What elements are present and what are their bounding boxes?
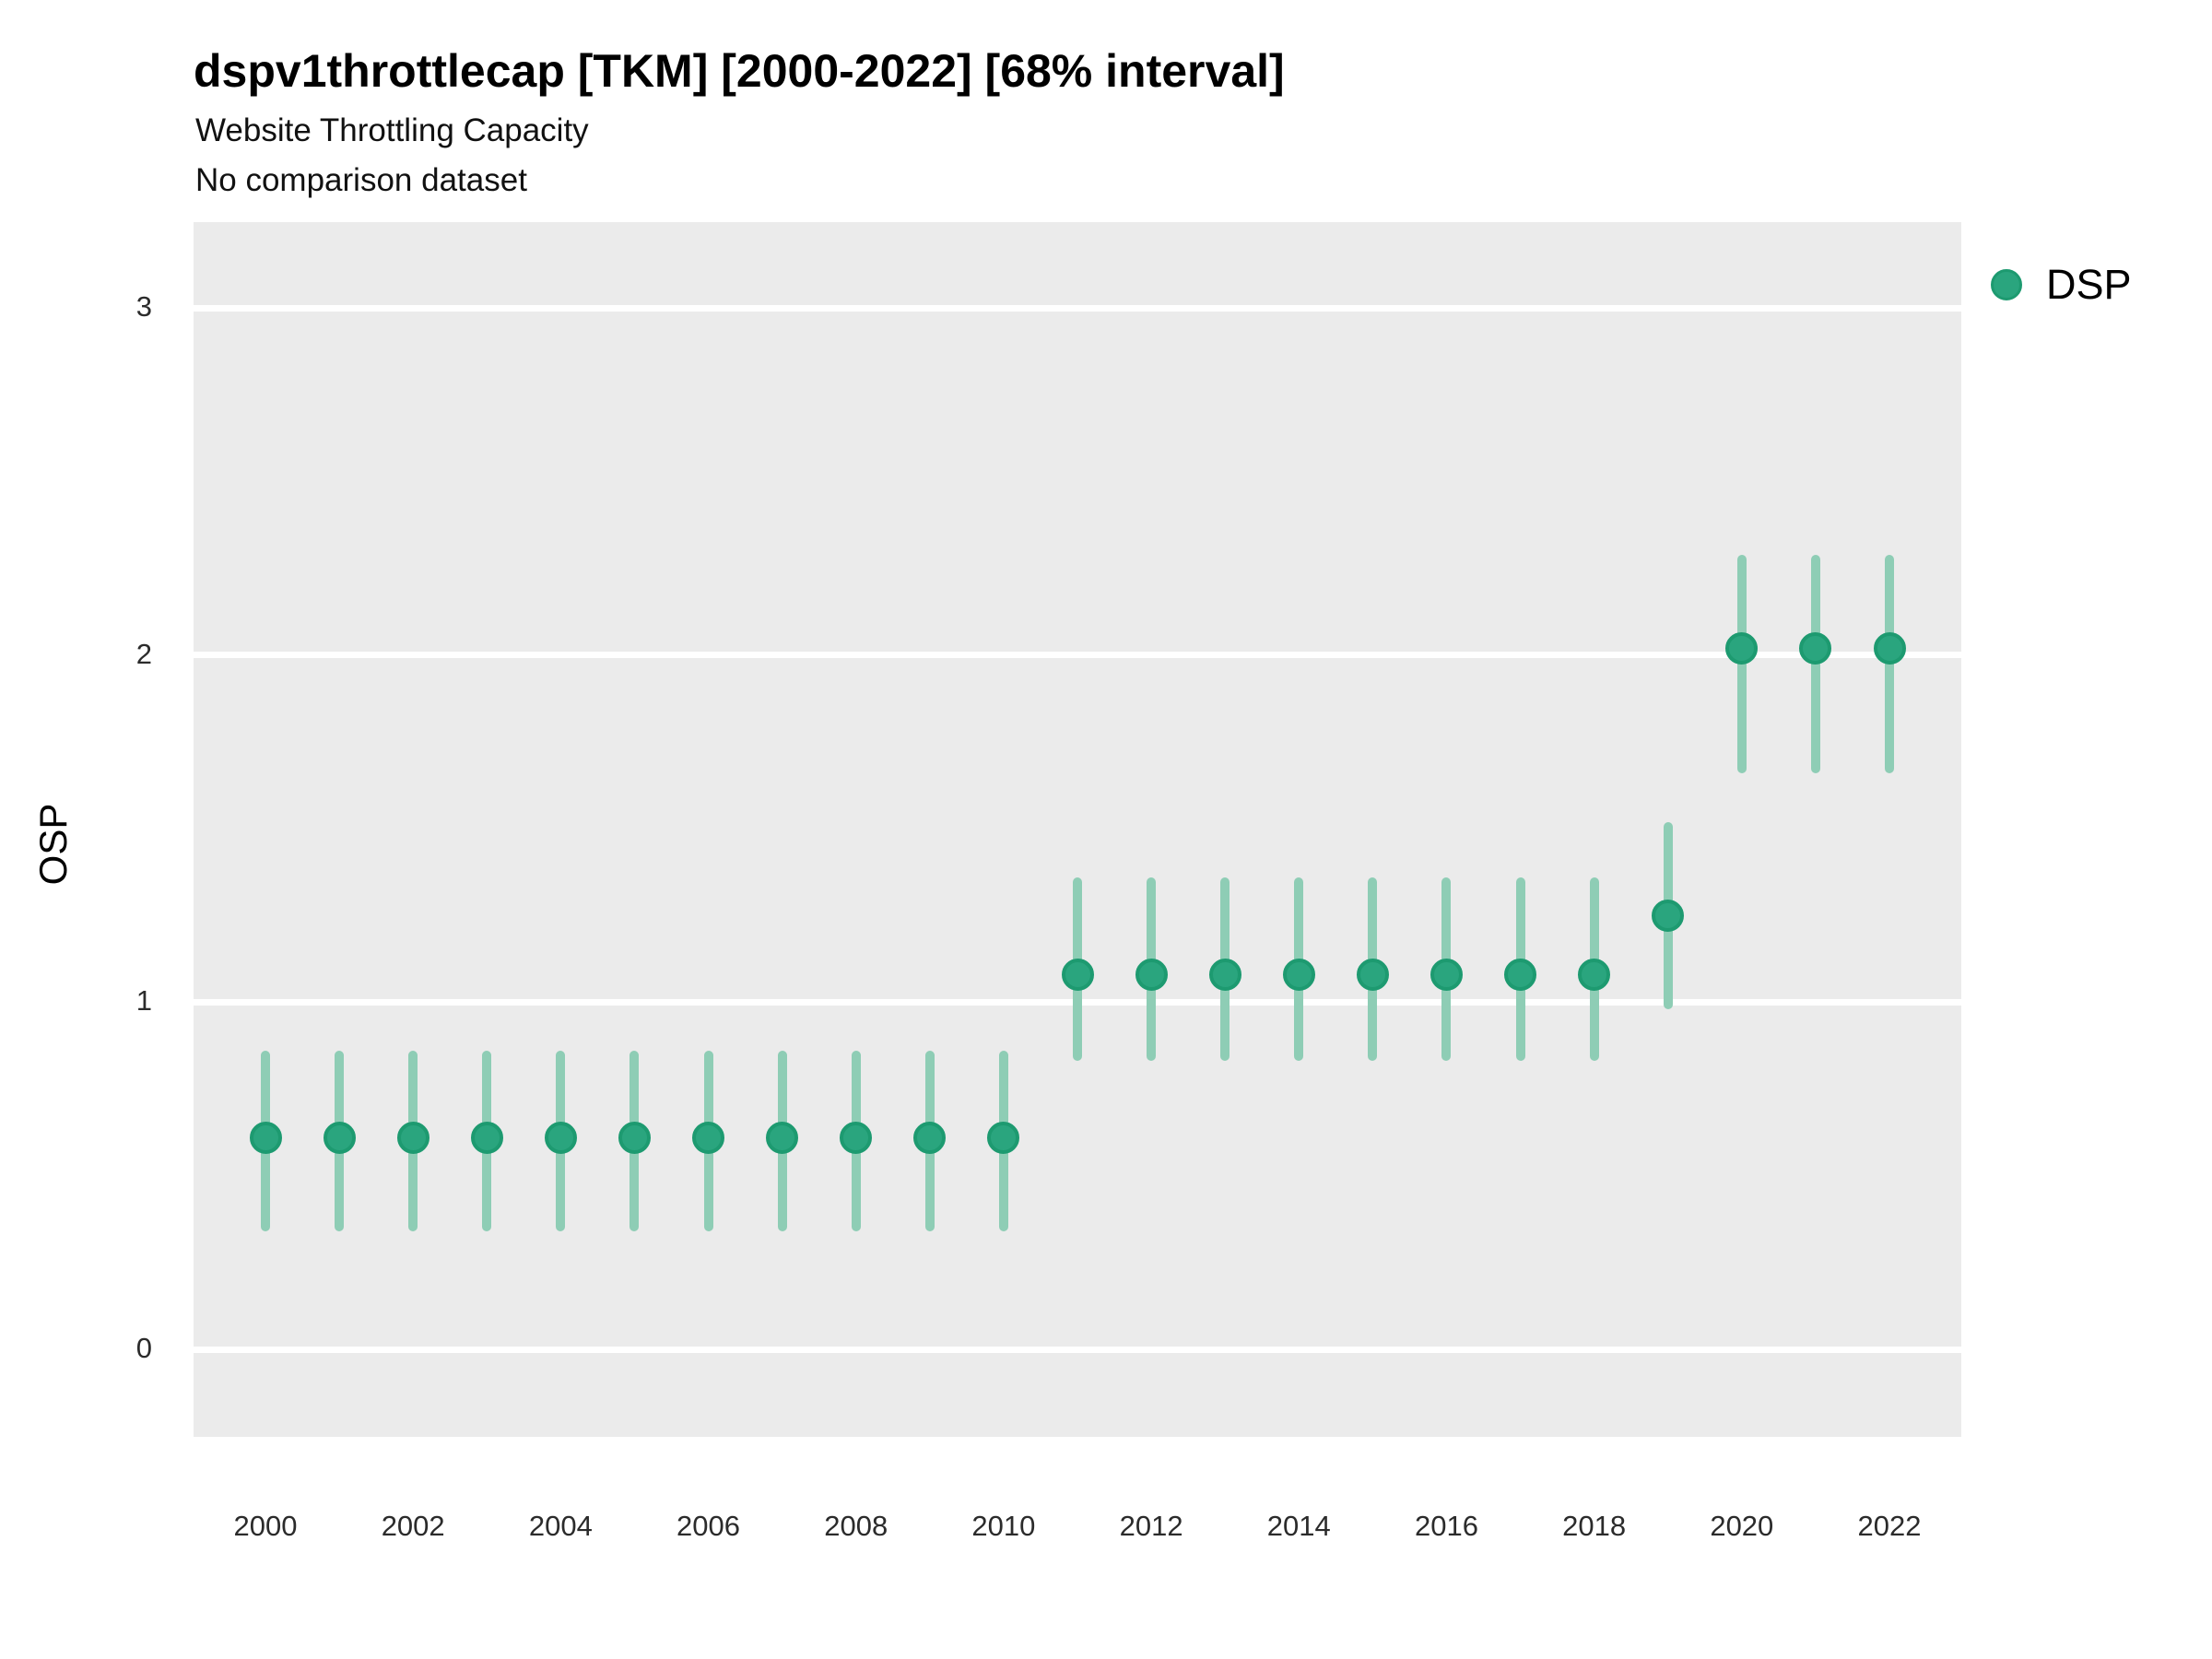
x-tick-label-2006: 2006 xyxy=(677,1510,741,1542)
gridline-y-2 xyxy=(194,652,1961,659)
chart-subtitle: Website Throttling Capacity xyxy=(195,112,589,148)
point-marker-2022 xyxy=(1873,631,1906,665)
point-marker-2004 xyxy=(544,1121,577,1154)
point-marker-2009 xyxy=(913,1121,947,1154)
point-marker-2000 xyxy=(249,1121,282,1154)
chart-note: No comparison dataset xyxy=(195,162,527,198)
point-marker-2020 xyxy=(1725,631,1759,665)
point-marker-2003 xyxy=(470,1121,503,1154)
x-tick-label-2016: 2016 xyxy=(1414,1510,1478,1542)
plot-panel xyxy=(194,222,1961,1437)
y-axis-title: OSP xyxy=(31,803,75,886)
x-tick-label-2022: 2022 xyxy=(1857,1510,1922,1542)
x-tick-label-2000: 2000 xyxy=(233,1510,298,1542)
x-tick-label-2020: 2020 xyxy=(1710,1510,1774,1542)
point-marker-2016 xyxy=(1430,958,1463,991)
point-marker-2007 xyxy=(766,1121,799,1154)
point-marker-2017 xyxy=(1504,958,1537,991)
point-marker-2010 xyxy=(987,1121,1020,1154)
point-marker-2015 xyxy=(1356,958,1389,991)
y-tick-label-2: 2 xyxy=(135,637,152,670)
x-tick-label-2018: 2018 xyxy=(1562,1510,1627,1542)
point-marker-2005 xyxy=(618,1121,651,1154)
y-tick-label-0: 0 xyxy=(135,1332,152,1364)
point-marker-2002 xyxy=(396,1121,429,1154)
x-tick-label-2008: 2008 xyxy=(824,1510,888,1542)
point-marker-2019 xyxy=(1652,899,1685,932)
x-tick-label-2010: 2010 xyxy=(971,1510,1036,1542)
point-marker-2011 xyxy=(1061,958,1094,991)
gridline-y-0 xyxy=(194,1346,1961,1353)
point-marker-2021 xyxy=(1799,631,1832,665)
point-marker-2018 xyxy=(1578,958,1611,991)
point-marker-2008 xyxy=(840,1121,873,1154)
legend: DSP xyxy=(1991,261,2132,309)
y-tick-label-1: 1 xyxy=(135,984,152,1018)
point-marker-2014 xyxy=(1282,958,1315,991)
x-tick-label-2014: 2014 xyxy=(1266,1510,1331,1542)
point-marker-2012 xyxy=(1135,958,1168,991)
chart-title: dspv1throttlecap [TKM] [2000-2022] [68% … xyxy=(194,45,1285,97)
point-marker-2001 xyxy=(323,1121,356,1154)
gridline-y-3 xyxy=(194,304,1961,312)
point-marker-2006 xyxy=(692,1121,725,1154)
x-tick-label-2004: 2004 xyxy=(528,1510,593,1542)
legend-label: DSP xyxy=(2046,261,2132,308)
y-tick-label-3: 3 xyxy=(135,290,152,324)
legend-circle-icon xyxy=(1991,269,2022,300)
x-tick-label-2002: 2002 xyxy=(381,1510,445,1542)
x-tick-label-2012: 2012 xyxy=(1119,1510,1183,1542)
point-marker-2013 xyxy=(1208,958,1241,991)
